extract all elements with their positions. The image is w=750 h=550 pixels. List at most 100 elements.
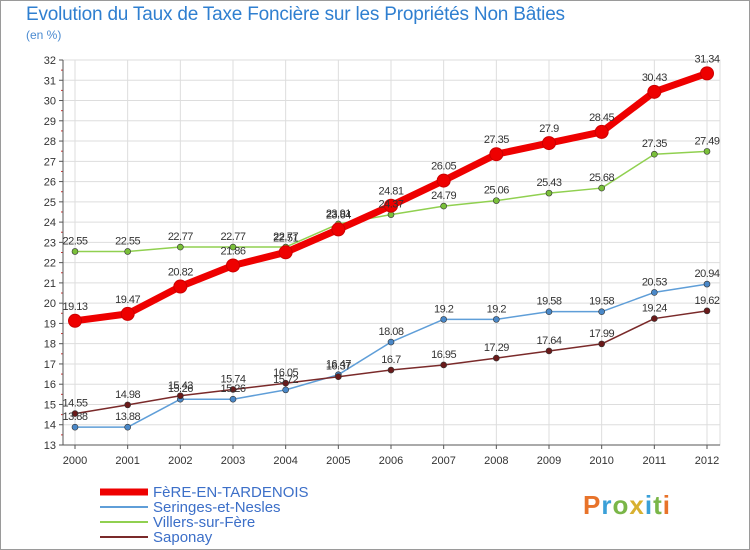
data-label-2: 24.79 xyxy=(431,190,456,202)
y-tick-label: 14 xyxy=(44,420,56,432)
x-tick-label: 2009 xyxy=(537,455,561,467)
y-tick-label: 20 xyxy=(44,298,56,310)
data-labels: 13.88 13.88 15.26 15.26 15.72 16.47 18.08 19.2 1… xyxy=(62,53,720,423)
data-label-0: 24.81 xyxy=(378,186,403,198)
data-label-2: 22.77 xyxy=(168,231,193,243)
data-point-3 xyxy=(651,315,658,322)
y-tick-label: 25 xyxy=(44,197,56,209)
data-point-0 xyxy=(436,173,451,188)
data-point-2 xyxy=(71,248,79,255)
data-point-1 xyxy=(387,338,395,346)
data-point-3 xyxy=(177,392,184,400)
data-point-2 xyxy=(493,197,500,204)
logo-letter: o xyxy=(612,490,630,520)
x-tick-label: 2010 xyxy=(589,455,613,467)
data-label-2: 22.77 xyxy=(273,231,298,243)
data-point-2 xyxy=(177,243,184,251)
x-tick-label: 2011 xyxy=(643,455,667,467)
data-label-1: 18.08 xyxy=(378,326,403,338)
legend-label: Saponay xyxy=(153,529,213,546)
logo-letter: i xyxy=(662,490,671,520)
y-tick-label: 23 xyxy=(44,237,56,249)
y-tick-label: 18 xyxy=(44,339,56,351)
y-tick-label: 26 xyxy=(44,177,56,189)
data-point-3 xyxy=(124,401,131,409)
data-label-0: 26.05 xyxy=(431,161,456,173)
data-point-3 xyxy=(387,366,395,374)
chart-title: Evolution du Taux de Taxe Foncière sur l… xyxy=(26,4,565,25)
data-point-0 xyxy=(331,222,346,237)
y-tick-label: 28 xyxy=(44,136,56,148)
y-tick-label: 31 xyxy=(44,75,56,87)
data-label-3: 14.98 xyxy=(115,389,140,401)
data-label-2: 23.91 xyxy=(326,208,351,220)
data-point-3 xyxy=(71,410,79,417)
x-tick-label: 2002 xyxy=(168,455,192,467)
data-label-3: 19.62 xyxy=(694,295,719,307)
unit-label: (en %) xyxy=(26,28,62,42)
data-point-1 xyxy=(282,386,289,394)
data-label-3: 15.43 xyxy=(168,380,193,392)
data-label-2: 22.77 xyxy=(220,231,245,243)
data-label-2: 27.49 xyxy=(694,135,719,147)
x-tick-label: 2001 xyxy=(115,455,139,467)
legend-label: Seringes-et-Nesles xyxy=(153,499,281,516)
y-tick-label: 29 xyxy=(44,116,56,128)
data-point-0 xyxy=(278,245,293,260)
data-label-1: 15.26 xyxy=(168,383,193,395)
data-point-1 xyxy=(545,308,553,315)
data-label-3: 16.7 xyxy=(381,354,401,366)
data-point-1 xyxy=(651,289,658,296)
data-point-1 xyxy=(71,423,79,431)
data-point-1 xyxy=(598,308,605,315)
y-tick-label: 15 xyxy=(44,399,56,411)
data-label-1: 20.94 xyxy=(694,268,719,280)
data-label-3: 17.29 xyxy=(484,342,509,354)
data-point-3 xyxy=(282,379,289,387)
data-point-0 xyxy=(489,147,504,162)
data-point-0 xyxy=(120,306,135,321)
data-label-2: 25.43 xyxy=(536,177,561,189)
data-label-1: 19.58 xyxy=(589,296,614,308)
x-tick-label: 2003 xyxy=(221,455,245,467)
data-label-1: 19.2 xyxy=(487,303,507,315)
data-label-3: 17.64 xyxy=(536,335,561,347)
data-label-1: 13.88 xyxy=(62,411,87,423)
data-label-0: 30.43 xyxy=(642,72,667,84)
y-tick-label: 30 xyxy=(44,96,56,108)
data-label-2: 22.55 xyxy=(115,235,140,247)
y-tick-label: 24 xyxy=(44,217,56,229)
data-point-3 xyxy=(545,347,553,355)
data-point-0 xyxy=(68,313,82,328)
logo-letter: x xyxy=(629,490,645,520)
data-label-0: 22.51 xyxy=(273,232,298,244)
x-tick-label: 2005 xyxy=(326,455,350,467)
data-label-3: 14.55 xyxy=(62,398,87,410)
data-label-0: 23.64 xyxy=(326,209,351,221)
data-point-3 xyxy=(493,354,500,362)
y-tick-label: 21 xyxy=(44,278,56,290)
data-label-3: 16.05 xyxy=(273,367,298,379)
data-point-0 xyxy=(647,84,662,99)
legend-label: Villers-sur-Fère xyxy=(153,514,255,531)
data-label-0: 21.86 xyxy=(220,245,245,257)
data-point-1 xyxy=(703,280,711,288)
data-label-0: 27.35 xyxy=(484,134,509,146)
logo-letter: r xyxy=(601,490,613,520)
data-point-0 xyxy=(542,136,556,151)
series-lines xyxy=(68,66,714,431)
data-point-2 xyxy=(229,243,237,251)
data-label-0: 19.47 xyxy=(115,294,140,306)
data-label-0: 28.45 xyxy=(589,112,614,124)
data-point-2 xyxy=(440,202,447,210)
proxiti-logo: Proxiti xyxy=(583,490,671,521)
data-label-1: 16.47 xyxy=(326,359,351,371)
data-label-1: 15.26 xyxy=(220,383,245,395)
data-point-3 xyxy=(598,340,605,348)
legend-label: FèRE-EN-TARDENOIS xyxy=(153,484,309,501)
data-label-1: 13.88 xyxy=(115,411,140,423)
data-point-0 xyxy=(384,198,398,213)
data-point-3 xyxy=(229,386,237,393)
data-label-3: 17.99 xyxy=(589,328,614,340)
